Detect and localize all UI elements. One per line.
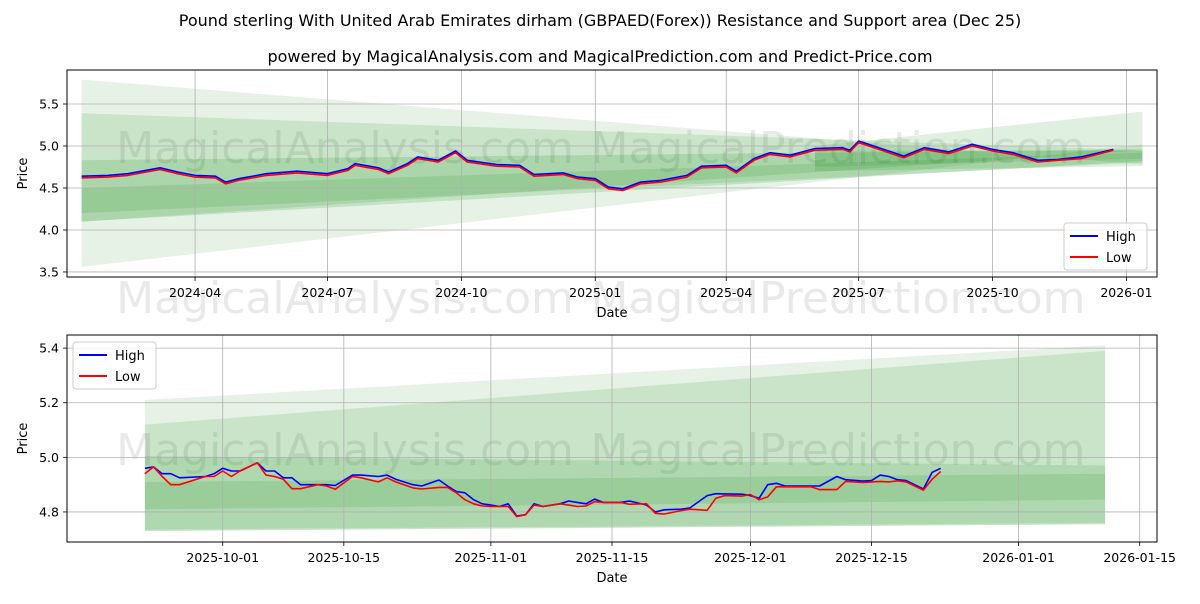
x-tick-label: 2025-10-15 — [307, 550, 380, 565]
support-resistance-band — [81, 152, 1143, 214]
x-tick-label: 2024-10 — [435, 285, 487, 300]
x-tick-label: 2025-11-15 — [576, 550, 649, 565]
chart-title: Pound sterling With United Arab Emirates… — [179, 11, 1022, 30]
watermark: MagicalAnalysis.com — [116, 425, 574, 476]
bottom-chart: MagicalAnalysis.com MagicalPrediction.com… — [16, 334, 1176, 586]
y-tick-label: 4.8 — [39, 504, 59, 519]
legend: High Low — [1063, 222, 1148, 271]
x-tick-label: 2025-11-01 — [455, 550, 528, 565]
legend: High Low — [72, 341, 157, 390]
support-resistance-band — [81, 113, 1143, 222]
x-tick-label: 2026-01 — [1100, 285, 1152, 300]
top-chart: MagicalAnalysis.com MagicalPrediction.com… — [16, 69, 1158, 324]
x-tick-label: 2025-01 — [569, 285, 621, 300]
y-tick-label: 4.5 — [39, 180, 59, 195]
x-tick-label: 2025-12-15 — [835, 550, 908, 565]
y-tick-label: 5.0 — [39, 450, 59, 465]
legend-label-high: High — [115, 349, 145, 364]
x-tick-label: 2024-04 — [169, 285, 221, 300]
plot-frame — [66, 69, 1158, 278]
y-tick-label: 5.5 — [39, 97, 59, 112]
chart-subtitle: powered by MagicalAnalysis.com and Magic… — [267, 47, 932, 66]
series-line-low — [81, 141, 1114, 192]
series-line-high — [81, 140, 1114, 190]
legend-label-high: High — [1106, 230, 1136, 245]
x-tick-label: 2025-12-01 — [714, 550, 787, 565]
legend-box — [72, 341, 157, 390]
support-resistance-band — [144, 455, 1106, 530]
support-resistance-band — [144, 345, 1106, 532]
watermark: MagicalPrediction.com — [591, 273, 1086, 324]
legend-box — [1063, 222, 1148, 271]
watermark: MagicalPrediction.com — [591, 425, 1086, 476]
x-axis-label: Date — [596, 571, 627, 586]
x-tick-label: 2024-07 — [301, 285, 353, 300]
legend-label-low: Low — [115, 370, 141, 385]
y-tick-label: 5.4 — [39, 341, 59, 356]
y-tick-label: 5.0 — [39, 138, 59, 153]
series-line-low — [144, 462, 942, 518]
support-resistance-band — [144, 350, 1106, 532]
watermark: MagicalAnalysis.com — [116, 273, 574, 324]
x-tick-label: 2026-01-01 — [982, 550, 1055, 565]
x-tick-label: 2025-10-01 — [186, 550, 259, 565]
plot-frame — [66, 334, 1158, 543]
x-tick-label: 2025-10 — [966, 285, 1018, 300]
y-tick-label: 4.0 — [39, 222, 59, 237]
x-axis-label: Date — [596, 306, 627, 321]
x-tick-label: 2025-04 — [700, 285, 752, 300]
y-axis-label: Price — [16, 423, 31, 455]
support-resistance-band — [81, 79, 1143, 267]
legend-label-low: Low — [1106, 251, 1132, 266]
x-tick-label: 2025-07 — [833, 285, 885, 300]
y-tick-label: 5.2 — [39, 395, 59, 410]
y-axis-label: Price — [16, 158, 31, 190]
x-tick-label: 2026-01-15 — [1103, 550, 1176, 565]
y-tick-label: 3.5 — [39, 264, 59, 279]
support-resistance-band — [81, 149, 1143, 222]
